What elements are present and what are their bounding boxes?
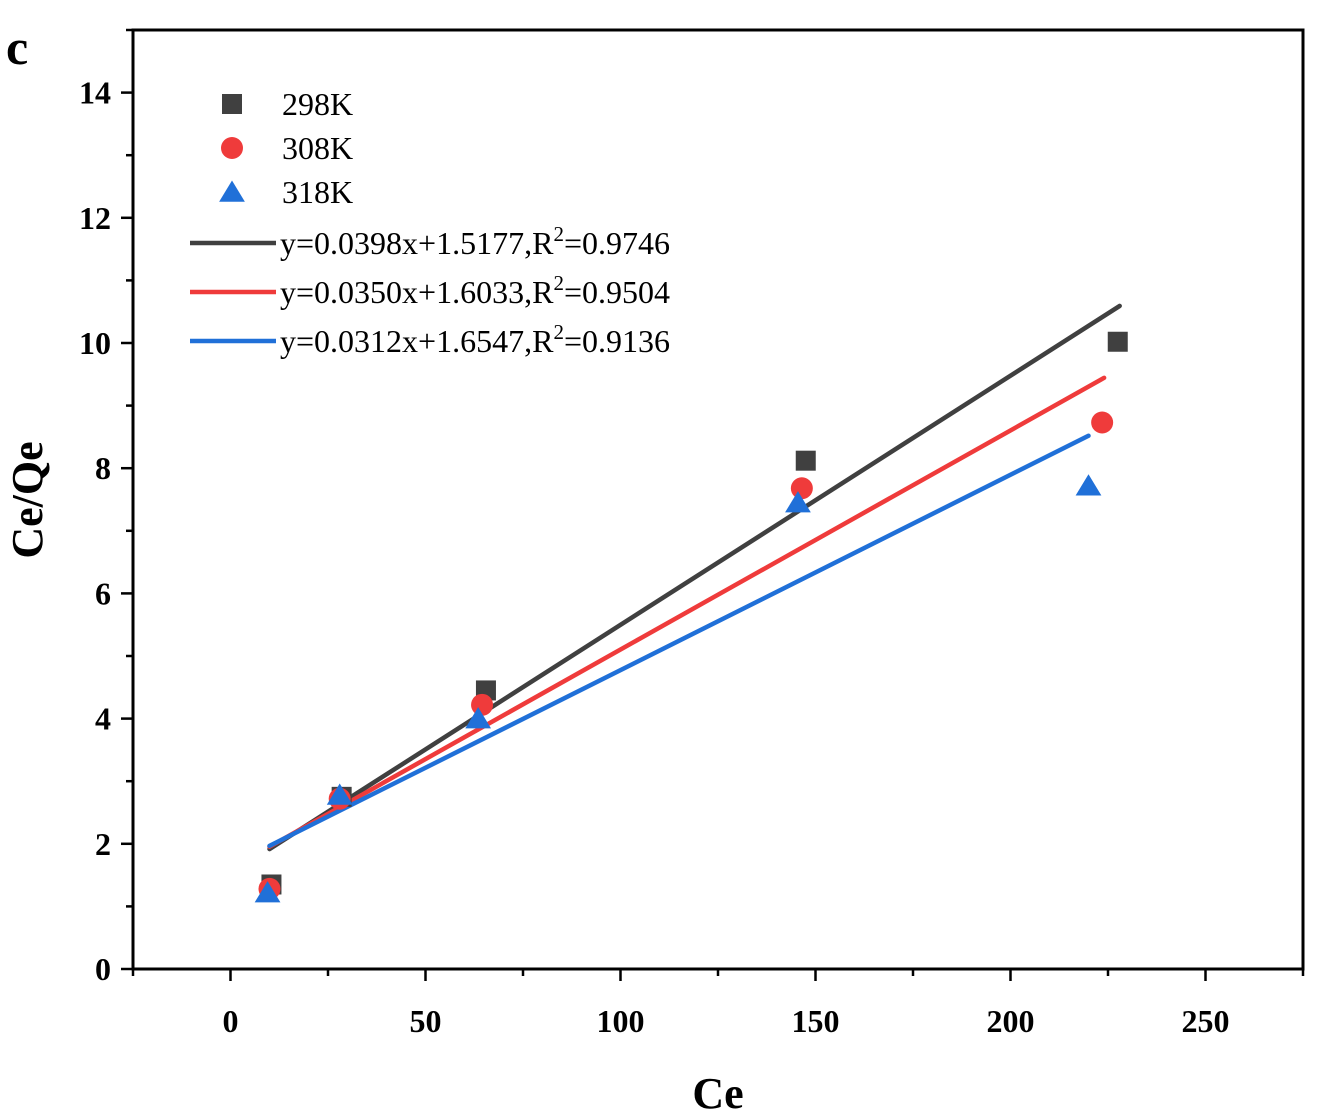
y-axis: 0 2 4 6 8 10 12 14 [79, 28, 133, 987]
y-tick-label: 8 [95, 450, 111, 486]
x-tick-label: 200 [987, 1003, 1035, 1039]
panel-label: c [6, 19, 28, 75]
square-marker [1107, 331, 1128, 352]
x-tick-label: 150 [792, 1003, 840, 1039]
data-markers [254, 331, 1128, 903]
y-tick-label: 0 [95, 951, 111, 987]
square-marker [222, 94, 242, 114]
x-tick-label: 100 [597, 1003, 645, 1039]
legend-label: 308K [282, 130, 353, 166]
triangle-marker [254, 881, 281, 903]
circle-marker [221, 137, 243, 159]
y-tick-label: 4 [95, 701, 111, 737]
y-axis-title: Ce/Qe [3, 441, 52, 558]
circle-marker [471, 693, 494, 716]
y-tick-label: 12 [79, 200, 111, 236]
triangle-marker [785, 491, 811, 513]
y-tick-label: 14 [79, 75, 111, 111]
legend-fit-label: y=0.0350x+1.6033,R2=0.9504 [280, 271, 670, 310]
x-axis: 0 50 100 150 200 250 [131, 969, 1305, 1039]
legend-fit-label: y=0.0398x+1.5177,R2=0.9746 [280, 222, 670, 261]
fit-line [267, 303, 1122, 852]
triangle-marker [465, 707, 492, 729]
legend: 298K 308K 318K y=0.0398x+1.5177,R2=0.9746 y=… [190, 86, 670, 359]
fit-line [267, 375, 1107, 849]
x-tick-label: 50 [410, 1003, 442, 1039]
triangle-marker [219, 180, 245, 202]
triangle-marker [1075, 474, 1102, 496]
y-tick-label: 6 [95, 575, 111, 611]
legend-label: 318K [282, 174, 353, 210]
x-axis-title: Ce [692, 1069, 743, 1117]
legend-label: 298K [282, 86, 353, 122]
x-tick-label: 250 [1182, 1003, 1230, 1039]
circle-marker [790, 477, 813, 500]
y-tick-label: 10 [79, 325, 111, 361]
fit-lines [267, 303, 1122, 852]
x-tick-label: 0 [223, 1003, 239, 1039]
y-tick-label: 2 [95, 826, 111, 862]
triangle-marker [326, 783, 353, 805]
legend-fit-label: y=0.0312x+1.6547,R2=0.9136 [280, 320, 670, 359]
fit-line [267, 433, 1091, 849]
square-marker [795, 450, 816, 471]
circle-marker [1091, 411, 1114, 434]
